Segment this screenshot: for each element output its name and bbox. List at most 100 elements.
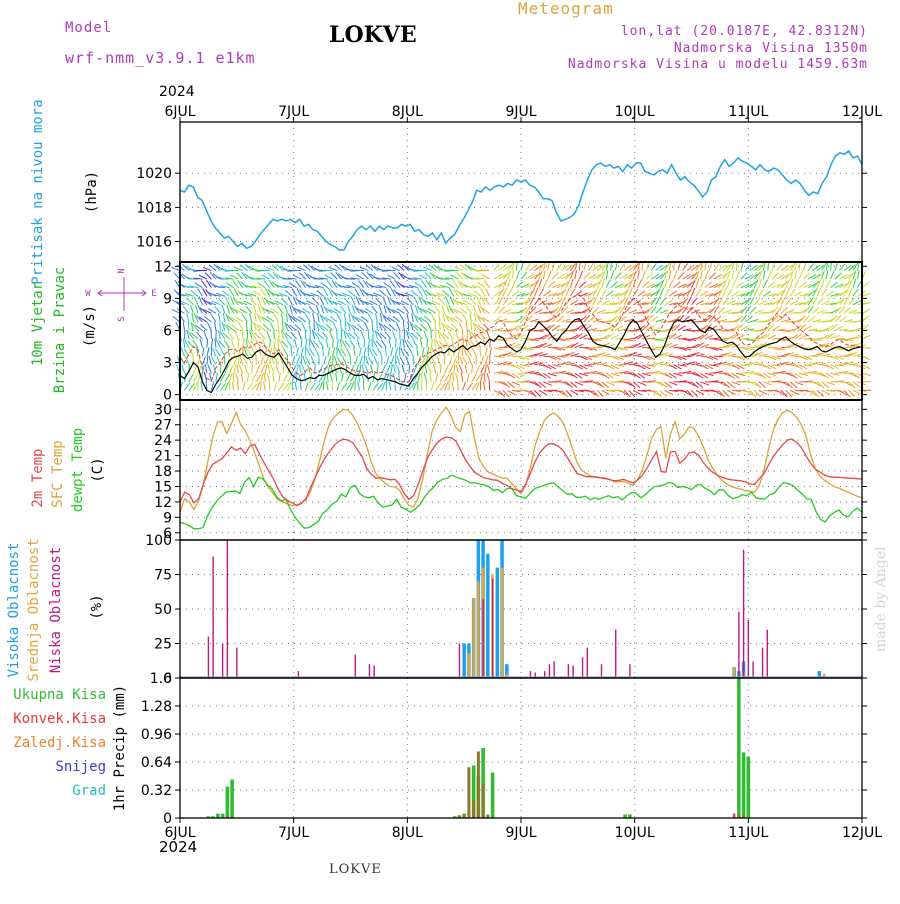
- wind-barb: [363, 280, 368, 287]
- x-tick-label-top: 12JUL: [842, 104, 882, 120]
- y-tick-label: 21: [154, 449, 172, 465]
- wind-barb: [252, 269, 261, 270]
- wind-barb: [216, 373, 217, 382]
- wind-barb: [433, 365, 435, 374]
- wind-barb: [795, 270, 797, 279]
- wind-barb: [215, 322, 216, 331]
- y-tick-label: 12: [154, 259, 172, 275]
- wind-barb: [790, 354, 799, 356]
- wind-barb: [415, 325, 422, 330]
- wind-barb: [696, 289, 701, 296]
- wind-barb: [409, 270, 418, 271]
- wind-barb: [692, 280, 696, 288]
- wind-barb: [642, 373, 651, 376]
- wind-barb: [331, 273, 337, 280]
- wind-barb: [268, 364, 270, 373]
- wind-barb: [458, 339, 459, 348]
- wind-barb: [777, 263, 783, 270]
- low-cloud-bar: [568, 664, 569, 678]
- wind-barb: [602, 279, 605, 288]
- wind-barb: [799, 373, 808, 375]
- wind-barb: [202, 347, 204, 356]
- wind-barb: [669, 344, 677, 347]
- wind-barb: [220, 364, 221, 373]
- wind-barb: [474, 313, 476, 322]
- wind-barb: [239, 322, 243, 330]
- wind-barb: [453, 280, 458, 287]
- wind-barb: [472, 364, 473, 373]
- sfctemp-axis-title: SFC Temp: [50, 440, 66, 507]
- wind-barb: [611, 373, 620, 376]
- wind-barb: [768, 373, 777, 375]
- wind-barb: [633, 354, 642, 356]
- wind-barb: [283, 348, 287, 356]
- wind-barb: [289, 325, 296, 330]
- wind-barb: [377, 364, 378, 373]
- wind-barb: [182, 365, 185, 374]
- wind-barb: [389, 339, 391, 348]
- wind-barb: [530, 373, 539, 374]
- compass-west: W: [85, 289, 91, 299]
- wind-barb: [309, 349, 314, 356]
- wind-barb: [412, 313, 414, 322]
- wind-barb: [456, 364, 458, 373]
- wind-barb: [237, 364, 239, 373]
- wind-barb: [499, 373, 508, 374]
- wind-barb: [396, 365, 400, 373]
- dewpt-axis-title: dewpt Temp: [70, 428, 86, 512]
- wind-barb: [386, 356, 389, 365]
- wind-barb: [270, 356, 271, 365]
- wind-barb: [376, 298, 382, 305]
- wind-barb: [629, 330, 638, 331]
- wind-barb: [481, 288, 486, 296]
- wind-barb: [316, 305, 319, 314]
- wind-barb: [584, 365, 593, 367]
- wind-barb: [597, 330, 606, 331]
- wind-barb: [324, 356, 327, 365]
- wind-barb: [358, 382, 360, 391]
- wind-barb: [292, 356, 295, 365]
- wind-barb: [211, 314, 216, 322]
- wind-barb: [822, 271, 825, 280]
- wind-axis-title-2: Brzina i Pravac: [52, 267, 68, 393]
- low-cloud-bar: [227, 540, 228, 678]
- wind-barb: [257, 314, 261, 322]
- wind-barb: [297, 364, 299, 373]
- x-tick-label-bottom: 12JUL: [842, 825, 882, 841]
- wind-barb: [301, 356, 302, 365]
- wind-barb: [754, 364, 763, 365]
- low-cloud-bar: [615, 630, 616, 678]
- wind-barb: [346, 348, 350, 356]
- wind-barb: [337, 314, 342, 322]
- wind-barb: [247, 383, 252, 390]
- wind-barb: [543, 270, 545, 279]
- wind-barb: [503, 363, 512, 365]
- wind-barb: [223, 313, 225, 322]
- wind-barb: [417, 347, 418, 356]
- wind-barb: [395, 347, 397, 356]
- wind-barb: [467, 383, 472, 390]
- wind-barb: [436, 287, 445, 288]
- wind-barb: [647, 272, 653, 279]
- x-tick-label-top: 9JUL: [505, 104, 536, 120]
- wind-barb: [359, 347, 361, 356]
- wind-barb: [424, 330, 427, 339]
- wind-barb: [488, 364, 490, 373]
- wind-barb: [584, 262, 586, 271]
- wind-barb: [379, 322, 382, 330]
- wind-barb: [224, 340, 229, 347]
- wind-barb: [340, 322, 341, 331]
- pressure-axis-title: Pritisak na nivou mora: [30, 99, 46, 284]
- wind-barb: [696, 271, 699, 279]
- wind-barb: [440, 374, 444, 382]
- wind-barb: [525, 263, 530, 270]
- wind-barb: [274, 339, 275, 348]
- wind-barb: [602, 354, 611, 356]
- low-cloud-bar: [222, 644, 223, 679]
- wind-barb: [287, 340, 292, 347]
- wind-barb: [410, 305, 413, 314]
- wind-barb: [378, 348, 382, 356]
- wind-barb: [700, 344, 708, 347]
- wind-barb: [557, 356, 566, 357]
- wind-barb: [696, 354, 705, 356]
